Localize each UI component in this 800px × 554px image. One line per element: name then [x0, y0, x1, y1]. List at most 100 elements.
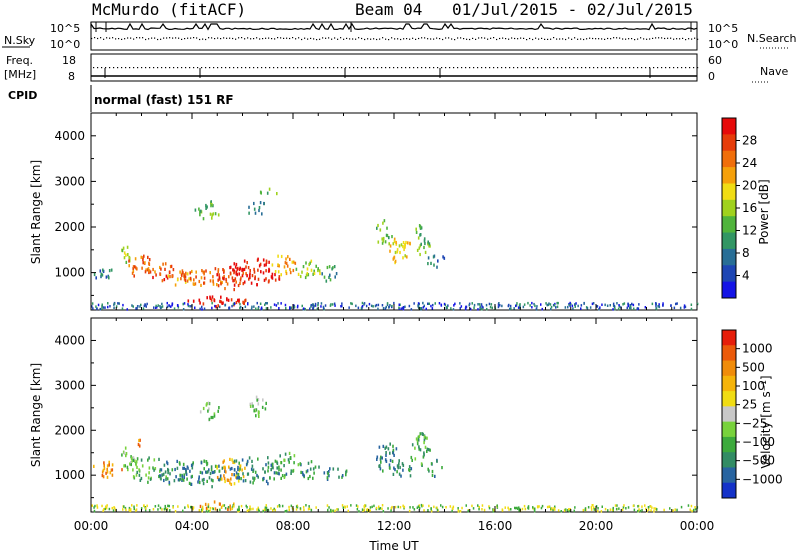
data-cell — [345, 473, 347, 477]
data-cell — [149, 270, 152, 274]
ground-scatter-cell — [612, 308, 614, 311]
data-cell — [200, 276, 203, 280]
data-cell — [325, 279, 328, 283]
data-cell — [161, 473, 164, 477]
data-cell — [194, 282, 197, 286]
data-cell — [185, 470, 187, 474]
data-cell — [213, 414, 216, 418]
ground-scatter-cell — [390, 509, 392, 512]
ground-scatter-cell — [131, 304, 133, 307]
ground-scatter-cell — [194, 306, 196, 309]
nsearch-point — [286, 37, 288, 39]
data-cell — [203, 467, 205, 471]
ground-scatter-cell — [342, 506, 345, 509]
ground-scatter-cell — [421, 504, 423, 508]
data-cell — [125, 452, 128, 456]
data-cell — [134, 459, 136, 463]
ground-scatter-cell — [266, 302, 268, 305]
data-cell — [434, 474, 436, 478]
data-cell — [257, 268, 259, 272]
data-cell — [169, 265, 172, 269]
ground-scatter-cell — [554, 302, 556, 306]
nsearch-point — [478, 37, 480, 39]
ground-scatter-cell — [92, 307, 94, 310]
nsearch-point — [349, 38, 351, 40]
colorbar-tick-label: 24 — [742, 156, 757, 170]
ground-scatter-cell — [128, 506, 131, 510]
data-cell — [210, 298, 213, 302]
data-cell — [391, 235, 393, 239]
data-cell — [210, 468, 213, 472]
ground-scatter-cell — [397, 505, 399, 509]
data-cell — [403, 247, 405, 252]
ground-scatter-cell — [108, 507, 111, 511]
data-cell — [213, 500, 216, 504]
data-cell — [185, 468, 187, 472]
ground-scatter-cell — [187, 504, 189, 507]
y-tick-label: 4000 — [54, 333, 85, 347]
data-cell — [164, 262, 167, 266]
ground-scatter-cell — [369, 509, 371, 512]
nave-point — [693, 67, 695, 69]
data-cell — [318, 465, 320, 469]
data-cell — [388, 236, 390, 240]
data-cell — [261, 405, 264, 409]
colorbar-swatch — [722, 345, 736, 362]
nsearch-point — [556, 38, 558, 40]
ground-scatter-cell — [672, 509, 674, 512]
ground-scatter-cell — [136, 305, 139, 308]
data-cell — [400, 243, 403, 247]
y-tick-label: 2000 — [54, 423, 85, 437]
data-cell — [221, 301, 223, 305]
data-cell — [283, 464, 285, 468]
data-cell — [258, 414, 260, 418]
nsearch-point — [436, 37, 438, 39]
data-cell — [198, 477, 200, 481]
data-cell — [276, 466, 278, 470]
data-cell — [313, 471, 315, 475]
ground-scatter-cell — [299, 507, 302, 510]
ground-scatter-cell — [256, 508, 258, 511]
ground-scatter-cell — [309, 307, 311, 310]
ground-scatter-cell — [510, 508, 512, 511]
ground-scatter-cell — [496, 504, 498, 507]
ground-scatter-cell — [174, 510, 177, 513]
nave-point — [445, 67, 447, 69]
data-cell — [133, 274, 135, 278]
data-cell — [140, 476, 143, 481]
ground-scatter-cell — [201, 305, 203, 309]
nsearch-point — [322, 37, 324, 39]
data-cell — [397, 466, 399, 470]
ground-scatter-cell — [257, 506, 259, 510]
nsearch-point — [106, 37, 108, 39]
ground-scatter-cell — [344, 505, 346, 508]
data-cell — [223, 474, 225, 478]
nsearch-point — [607, 37, 609, 40]
ground-scatter-cell — [514, 506, 516, 510]
ground-scatter-cell — [245, 504, 247, 508]
data-cell — [272, 466, 274, 470]
ground-scatter-cell — [190, 505, 192, 509]
data-cell — [289, 456, 292, 460]
ground-scatter-cell — [557, 509, 560, 512]
data-cell — [123, 464, 125, 468]
data-cell — [401, 462, 404, 466]
data-cell — [409, 474, 412, 478]
nsearch-point — [163, 37, 165, 39]
ground-scatter-cell — [177, 304, 179, 307]
ground-scatter-cell — [693, 508, 695, 512]
data-cell — [283, 458, 285, 462]
nsearch-point — [352, 38, 354, 40]
ground-scatter-cell — [675, 302, 677, 306]
data-cell — [386, 226, 388, 230]
ground-scatter-cell — [384, 307, 387, 310]
data-cell — [235, 272, 237, 276]
data-cell — [312, 467, 315, 471]
nave-point — [125, 67, 127, 69]
data-cell — [212, 212, 215, 216]
data-cell — [313, 269, 315, 273]
ground-scatter-cell — [527, 505, 530, 508]
nsearch-point — [535, 37, 537, 39]
data-cell — [402, 468, 404, 472]
ground-scatter-cell — [517, 507, 519, 510]
